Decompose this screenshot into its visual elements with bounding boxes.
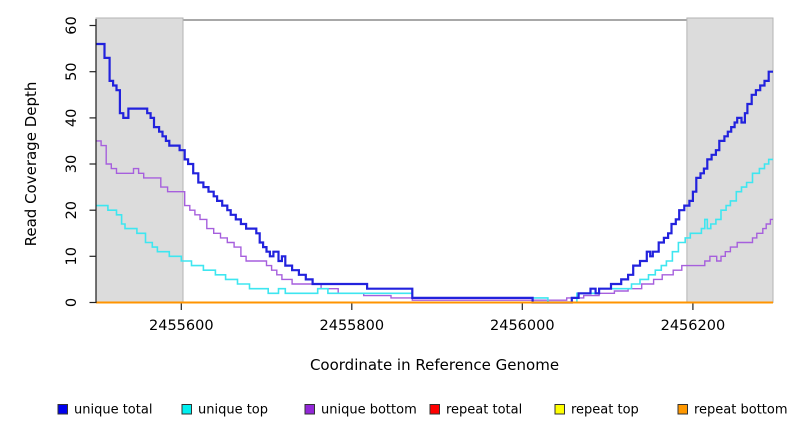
x-tick-label: 2456200: [661, 318, 726, 334]
y-tick-label: 60: [64, 16, 80, 34]
series-line-unique-total: [96, 42, 773, 304]
legend-swatch-repeat-top: [554, 404, 565, 415]
x-tick-label: 2456000: [490, 318, 555, 334]
series-line-unique-top: [96, 158, 773, 304]
y-tick-label: 50: [64, 62, 80, 80]
y-axis-title: Read Coverage Depth: [22, 81, 40, 247]
legend-label-repeat-bottom: repeat bottom: [694, 403, 788, 418]
legend-label-repeat-total: repeat total: [446, 403, 522, 418]
legend-label-unique-total: unique total: [74, 403, 152, 418]
legend-swatch-repeat-total: [429, 404, 440, 415]
legend-swatch-unique-bottom: [304, 404, 315, 415]
y-tick-label: 0: [64, 298, 80, 307]
legend-label-repeat-top: repeat top: [571, 403, 639, 418]
legend-label-unique-bottom: unique bottom: [321, 403, 417, 418]
x-tick-label: 2455800: [320, 318, 385, 334]
series-line-unique-bottom: [96, 140, 773, 301]
shaded-region-right: [686, 17, 774, 303]
x-tick-label: 2455600: [149, 318, 214, 334]
y-tick-label: 40: [64, 109, 80, 127]
legend-swatch-repeat-bottom: [677, 404, 688, 415]
y-tick-label: 30: [64, 155, 80, 173]
y-tick-label: 10: [64, 247, 80, 265]
legend-label-unique-top: unique top: [198, 403, 268, 418]
legend-swatch-unique-total: [57, 404, 68, 415]
x-axis-title: Coordinate in Reference Genome: [309, 356, 560, 374]
y-tick-label: 20: [64, 201, 80, 219]
legend-swatch-unique-top: [181, 404, 192, 415]
